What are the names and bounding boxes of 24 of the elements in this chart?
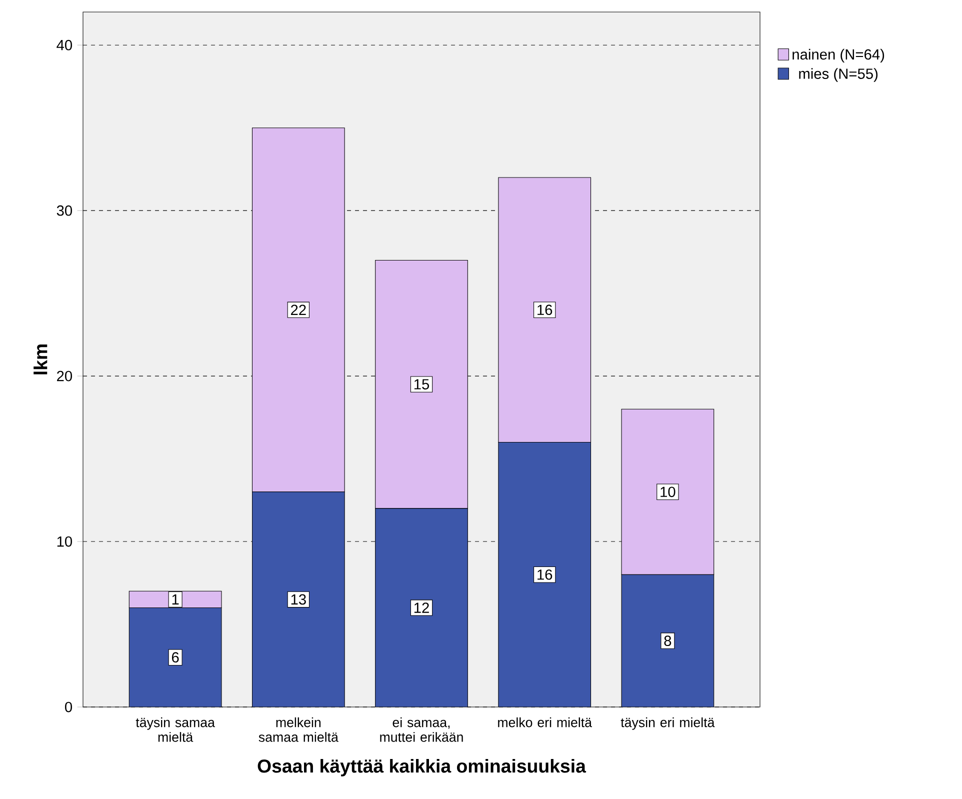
data-label: 22 bbox=[290, 304, 306, 315]
legend-label: nainen (N=64) bbox=[792, 48, 884, 63]
data-label: 13 bbox=[291, 594, 306, 605]
x-tick-label: melko eri mieltä bbox=[498, 717, 592, 728]
data-label: 10 bbox=[660, 486, 676, 498]
x-axis-title: Osaan käyttää kaikkia ominaisuuksia bbox=[258, 759, 586, 776]
y-tick-label: 40 bbox=[56, 40, 72, 50]
data-label: 16 bbox=[538, 304, 552, 316]
data-label: 16 bbox=[538, 569, 552, 580]
y-tick-label: 20 bbox=[57, 370, 72, 382]
legend-label: mies (N=55) bbox=[799, 68, 878, 82]
x-tick-label: täysin eri mieltä bbox=[620, 717, 715, 730]
data-label: 12 bbox=[414, 602, 429, 613]
y-axis-title: lkm bbox=[34, 344, 48, 374]
data-label: 1 bbox=[172, 594, 179, 604]
data-label: 15 bbox=[414, 379, 430, 390]
data-label: 8 bbox=[664, 636, 672, 646]
y-tick-label: 0 bbox=[65, 702, 72, 712]
x-tick-label: melkein samaa mieltä bbox=[258, 717, 338, 742]
x-tick-label: ei samaa, muttei erikään bbox=[380, 717, 463, 742]
data-label: 6 bbox=[172, 652, 179, 663]
y-tick-label: 10 bbox=[57, 536, 72, 547]
x-tick-label: täysin samaa mieltä bbox=[136, 717, 215, 742]
y-tick-label: 30 bbox=[56, 205, 72, 216]
